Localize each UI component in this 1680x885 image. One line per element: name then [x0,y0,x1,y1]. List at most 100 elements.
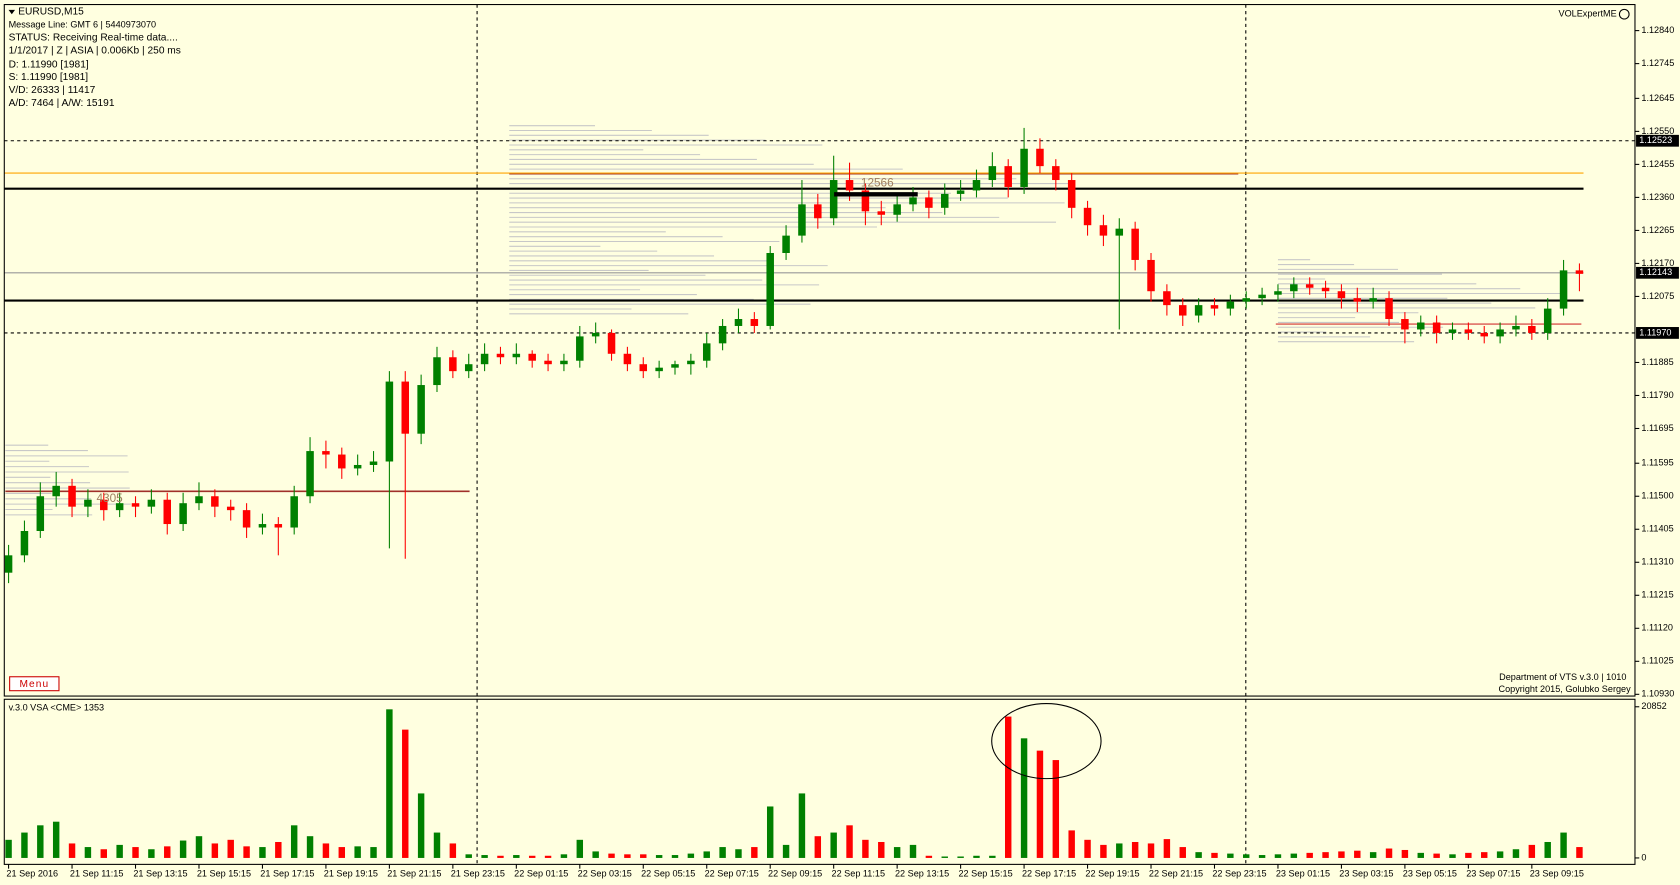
volume-bar [417,793,425,858]
price-label: 1.12143 [1639,267,1672,277]
candle-body [1305,284,1314,288]
x-tick-label: 21 Sep 11:15 [70,868,124,878]
candle-body [290,496,298,528]
volume-bar [148,849,155,858]
info-line: EURUSD,M15 [18,7,84,18]
x-tick-label: 21 Sep 23:15 [451,868,505,878]
y-tick-label: 1.12455 [1641,159,1674,169]
y-tick-label: 1.11595 [1641,458,1673,468]
candle-body [544,360,552,365]
volume-bar [1465,852,1472,858]
volume-bar [513,855,520,858]
candle-body [258,524,267,528]
menu-label[interactable]: Menu [19,679,49,690]
volume-bar [1258,855,1266,858]
candle-body [639,364,648,372]
volume-bar [497,855,504,858]
volume-bar [5,839,12,858]
candle-body [528,353,536,361]
volume-bar [941,856,948,858]
volume-bar [909,844,917,858]
candle-body [1131,228,1139,260]
candle-body [1083,207,1092,226]
main-frame [3,4,1636,697]
info-line: Message Line: GMT 6 | 5440973070 [9,19,157,29]
volume-bar [814,836,822,858]
volume-bar [116,844,123,858]
candle-body [1242,298,1250,302]
annotation: 4305 [96,492,123,505]
price-label: 1.12523 [1639,135,1672,145]
candle-body [433,357,441,386]
candle-body [972,180,981,191]
candle-body [560,360,568,365]
candle-body [211,496,219,507]
x-tick-label: 22 Sep 13:15 [895,868,949,878]
volume-bar [1243,854,1250,858]
menu-button[interactable] [9,676,60,692]
volume-bar [687,853,695,858]
candle-body [782,235,790,254]
candle-body [131,503,140,507]
levels [4,140,1635,334]
y-tick-label: 1.11885 [1641,357,1673,367]
plot [4,127,1584,858]
volume-bar [179,840,187,858]
candle-body [1401,319,1409,330]
candle-body [750,319,759,326]
volume-bar [782,844,790,858]
candle-body [1067,180,1076,208]
volume-bar [1211,852,1218,858]
volume-bar [338,847,346,858]
volume-bar [846,825,853,858]
x-tick-label: 22 Sep 21:15 [1149,868,1203,878]
x-tick-label: 22 Sep 17:15 [1022,868,1076,878]
price-label-box [1636,327,1679,339]
volume-bar [1338,851,1345,858]
candle-body [163,499,172,525]
volume-bar [719,847,726,858]
volume-bar [1020,738,1028,858]
volume-bar [37,825,44,858]
candle-body [4,555,13,573]
volume-bar [1401,849,1409,858]
y-tick-label: 1.12550 [1641,126,1674,136]
volume-bar [227,839,234,858]
y-tick-label: 1.11025 [1641,656,1673,666]
candle-body [1226,301,1235,309]
volume-bar [1512,849,1520,858]
volume-bar [1036,750,1044,858]
candle-body [1290,284,1298,292]
volume-bar [1147,843,1155,858]
dropdown-icon[interactable] [8,9,16,15]
candle-body [338,454,346,469]
volume-bar [370,847,377,858]
candle-body [195,496,203,504]
candle-body [147,499,156,507]
y-tick-label: 1.12075 [1641,291,1674,301]
y-tick-label: 1.11695 [1641,423,1673,433]
candle-body [829,180,838,219]
volume-bar [243,846,250,858]
indicator-icon[interactable] [1618,8,1630,20]
volume-bar [211,843,219,858]
y-tick-label: 1.11215 [1641,590,1673,600]
info-line: V/D: 26333 | 11417 [9,85,96,96]
volume-bar [164,846,171,858]
candle-body [1020,148,1028,187]
candle-body [1258,294,1266,299]
volume-bar [1417,852,1424,858]
x-tick-label: 21 Sep 19:15 [324,868,378,878]
volume-bar [433,832,441,858]
x-tick-label: 22 Sep 23:15 [1212,868,1266,878]
volume-bar [132,847,139,858]
footer: Department of VTS v.3.0 | 1010 [1499,672,1626,682]
candle-body [179,503,187,525]
x-tick-label: 22 Sep 19:15 [1085,868,1139,878]
candle-body [1575,270,1584,274]
x-tick-label: 22 Sep 05:15 [641,868,695,878]
candle-body [877,211,886,215]
x-tick-label: 21 Sep 17:15 [260,868,314,878]
